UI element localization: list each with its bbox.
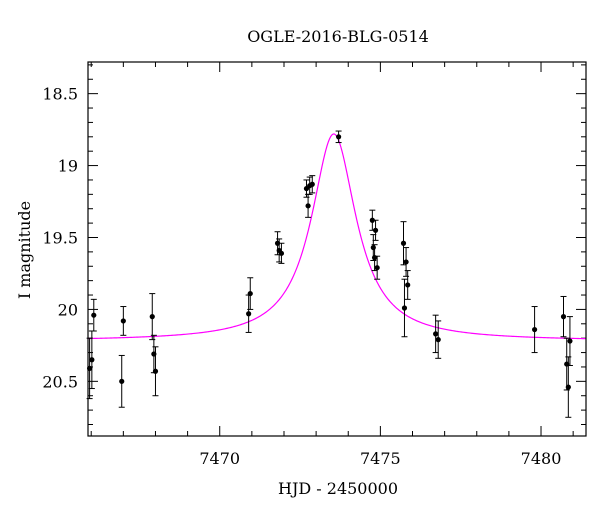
data-point <box>531 326 538 333</box>
model-curve <box>87 133 587 340</box>
plot-area <box>86 130 587 418</box>
data-point <box>372 227 379 233</box>
data-point <box>119 378 125 384</box>
data-point <box>405 282 411 288</box>
y-tick-label: 18.5 <box>42 85 78 104</box>
data-point <box>374 265 380 271</box>
y-tick-label: 19.5 <box>42 228 78 247</box>
data-point <box>149 314 155 320</box>
data-point <box>400 240 407 246</box>
data-point <box>278 250 285 256</box>
data-point <box>91 312 97 318</box>
data-point <box>336 134 342 140</box>
data-point <box>305 203 311 209</box>
data-point <box>120 318 126 324</box>
x-tick-label: 7475 <box>360 449 401 468</box>
axis-ticks <box>88 62 586 436</box>
y-tick-label: 20 <box>58 300 78 319</box>
y-tick-label: 19 <box>58 157 78 176</box>
data-point <box>565 384 571 390</box>
data-point <box>403 259 409 265</box>
data-point <box>369 217 375 223</box>
y-tick-label: 20.5 <box>42 372 78 391</box>
data-point <box>401 305 408 311</box>
data-point <box>309 181 315 187</box>
data-point <box>433 331 439 337</box>
plot-frame <box>87 61 587 437</box>
x-tick-label: 7480 <box>521 449 562 468</box>
data-point <box>567 338 573 344</box>
x-tick-label: 7470 <box>199 449 240 468</box>
data-point <box>152 368 159 374</box>
data-point <box>370 244 376 251</box>
data-point <box>89 357 95 363</box>
data-point <box>560 314 567 320</box>
data-point <box>247 290 253 297</box>
data-point <box>435 337 441 343</box>
data-point <box>246 311 252 317</box>
y-axis-label: I magnitude <box>15 201 34 299</box>
tick-labels: 7470 7475 7480 18.5 19 19.5 20 20.5 <box>42 85 561 468</box>
x-axis-label: HJD - 2450000 <box>278 479 398 498</box>
chart-title: OGLE-2016-BLG-0514 <box>247 27 429 46</box>
